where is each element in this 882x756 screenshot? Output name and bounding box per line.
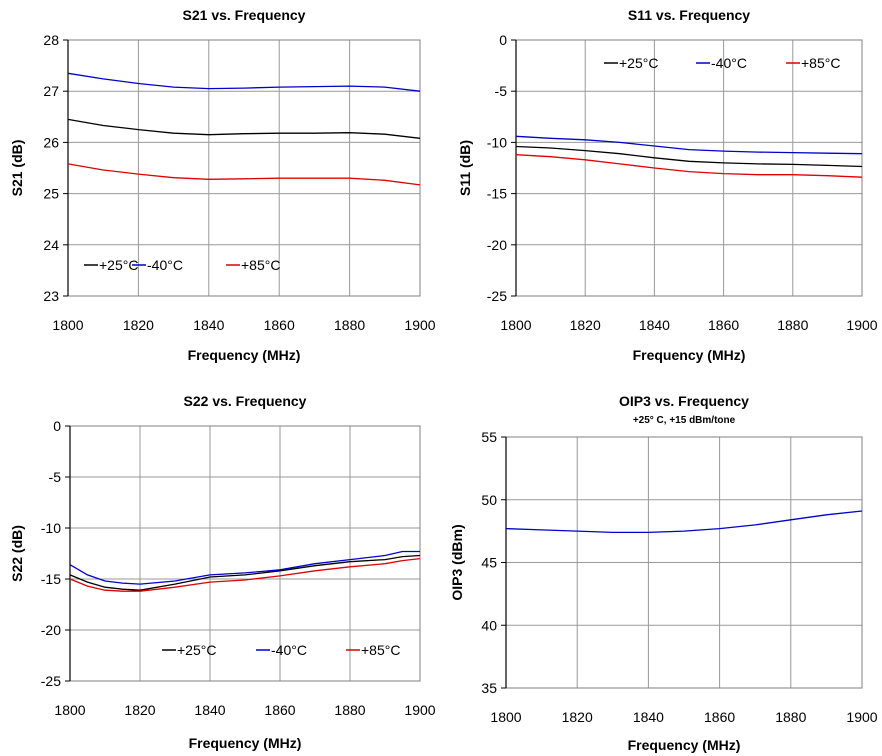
- legend-label: +85°C: [361, 642, 400, 658]
- series-line-85c: [67, 163, 421, 186]
- x-tick-label: 1880: [775, 709, 806, 725]
- y-tick-label: -20: [41, 622, 61, 638]
- x-axis-label: Frequency (MHz): [189, 735, 302, 751]
- y-tick-label: 50: [481, 492, 497, 508]
- x-tick-label: 1820: [562, 709, 593, 725]
- y-axis-label: S21 (dB): [9, 140, 25, 197]
- x-tick-label: 1880: [334, 317, 365, 333]
- y-tick-label: -5: [495, 83, 508, 99]
- x-tick-label: 1860: [264, 702, 295, 718]
- y-tick-label: 35: [481, 680, 497, 696]
- y-tick-label: 55: [481, 429, 497, 445]
- plot-area-frame: [515, 39, 863, 297]
- chart-title: S22 vs. Frequency: [184, 393, 307, 409]
- chart-title: S21 vs. Frequency: [183, 7, 306, 23]
- legend-label: +25°C: [99, 257, 138, 273]
- y-tick-label: -25: [41, 673, 61, 689]
- x-tick-label: 1880: [777, 317, 808, 333]
- x-tick-label: 1900: [404, 317, 435, 333]
- x-tick-label: 1840: [194, 702, 225, 718]
- legend-label: +85°C: [801, 55, 840, 71]
- x-tick-label: 1860: [708, 317, 739, 333]
- legend-label: +25°C: [177, 642, 216, 658]
- y-tick-label: 28: [43, 32, 59, 48]
- y-tick-label: -15: [487, 186, 507, 202]
- legend-label: -40°C: [711, 55, 747, 71]
- y-tick-label: 27: [43, 83, 59, 99]
- x-tick-label: 1840: [633, 709, 664, 725]
- legend-label: -40°C: [147, 257, 183, 273]
- x-tick-label: 1880: [334, 702, 365, 718]
- x-tick-label: 1900: [846, 709, 877, 725]
- x-tick-label: 1900: [404, 702, 435, 718]
- chart-panel-3: S22 vs. Frequency -25 -20 -15 -10 -5 0 1800 1820…: [9, 393, 436, 751]
- chart-panel-2: S11 vs. Frequency -25 -20 -15 -10 -5 0 1800 1820…: [457, 7, 878, 363]
- legend-label: -40°C: [271, 642, 307, 658]
- y-tick-label: -20: [487, 237, 507, 253]
- x-tick-label: 1860: [704, 709, 735, 725]
- legend-label: +85°C: [241, 257, 280, 273]
- y-tick-label: -15: [41, 571, 61, 587]
- x-tick-label: 1840: [193, 317, 224, 333]
- x-tick-label: 1900: [846, 317, 877, 333]
- x-tick-label: 1800: [490, 709, 521, 725]
- x-tick-label: 1820: [123, 317, 154, 333]
- y-axis-label: S22 (dB): [9, 525, 25, 582]
- y-tick-label: -10: [487, 134, 507, 150]
- y-tick-label: -10: [41, 520, 61, 536]
- x-tick-label: 1820: [570, 317, 601, 333]
- y-tick-label: 26: [43, 134, 59, 150]
- series-line-85c: [69, 557, 421, 592]
- x-axis-label: Frequency (MHz): [633, 347, 746, 363]
- x-tick-label: 1820: [124, 702, 155, 718]
- chart-title: S11 vs. Frequency: [628, 7, 750, 23]
- series-line-85c: [515, 154, 863, 178]
- x-axis-label: Frequency (MHz): [188, 347, 301, 363]
- legend-label: +25°C: [619, 55, 658, 71]
- y-tick-label: 23: [43, 288, 59, 304]
- x-tick-label: 1800: [500, 317, 531, 333]
- x-tick-label: 1840: [639, 317, 670, 333]
- x-axis-label: Frequency (MHz): [628, 737, 741, 753]
- y-tick-label: 0: [499, 32, 507, 48]
- series-line-40c: [69, 550, 420, 585]
- x-tick-label: 1860: [264, 317, 295, 333]
- series-line-40c: [67, 72, 421, 92]
- chart-panel-4: OIP3 vs. Frequency +25° C, +15 dBm/tone 35…: [449, 393, 878, 753]
- chart-subtitle: +25° C, +15 dBm/tone: [633, 415, 736, 426]
- y-axis-label: S11 (dB): [457, 140, 473, 196]
- y-tick-label: 40: [481, 617, 497, 633]
- y-tick-label: 0: [53, 418, 61, 434]
- y-tick-label: 24: [43, 237, 59, 253]
- x-tick-label: 1800: [52, 317, 83, 333]
- y-axis-label: OIP3 (dBm): [449, 524, 465, 600]
- series-line-oip3: [505, 510, 863, 534]
- y-tick-label: -5: [49, 469, 62, 485]
- y-tick-label: -25: [487, 288, 507, 304]
- y-tick-label: 45: [481, 555, 497, 571]
- x-tick-label: 1800: [54, 702, 85, 718]
- series-line-25c: [515, 145, 863, 168]
- series-line-25c: [69, 554, 421, 591]
- y-tick-label: 25: [43, 186, 59, 202]
- chart-panel-1: S21 vs. Frequency 23 24 25 26 27 28 1800 1820 184…: [9, 7, 436, 363]
- series-line-25c: [67, 118, 421, 139]
- series-line-40c: [515, 135, 863, 155]
- chart-title: OIP3 vs. Frequency: [619, 393, 749, 409]
